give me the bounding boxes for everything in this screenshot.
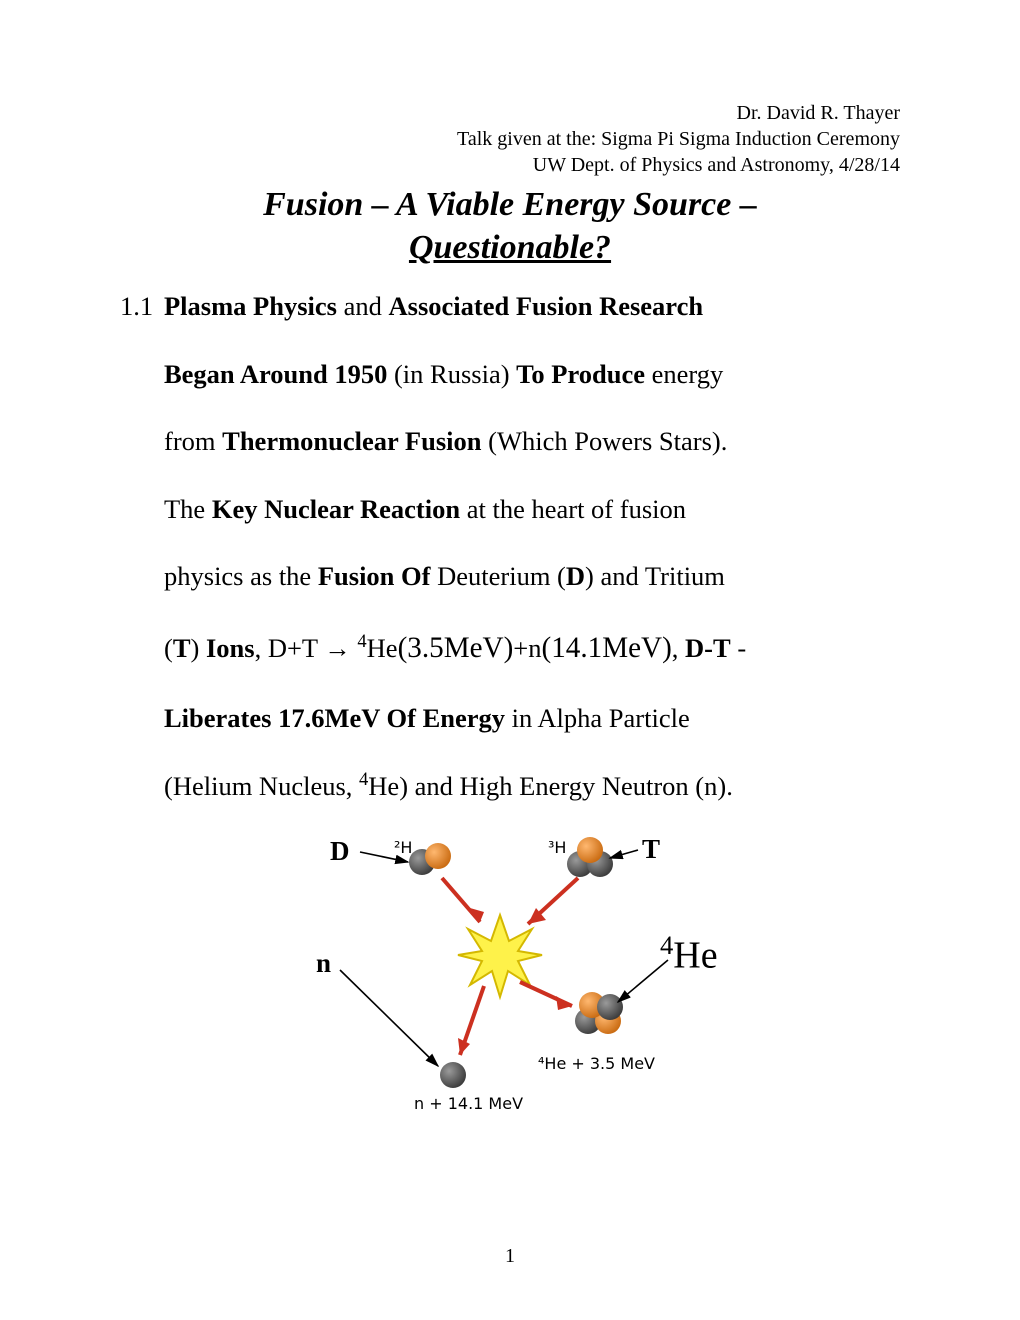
t-began: Began Around 1950 (164, 359, 387, 389)
t-dash: - (731, 633, 746, 663)
eq-plus: +n (513, 633, 541, 663)
eq-lhs: D+T (268, 633, 318, 663)
t-rparen: ) (191, 633, 206, 663)
t-neutron: ) and High Energy Neutron (n). (399, 771, 733, 801)
eq-arrow: → (318, 633, 358, 663)
t-produce: To Produce (516, 359, 645, 389)
he4-sup: 4 (359, 769, 368, 790)
diagram-container: D T n 4He ²H ³H ⁴He + 3.5 MeV n + 14.1 M… (120, 830, 900, 1130)
section-number: 1.1 (120, 273, 164, 341)
label-2H: ²H (394, 838, 412, 857)
tritium-nucleus (567, 837, 613, 877)
page: Dr. David R. Thayer Talk given at the: S… (0, 0, 1020, 1320)
t-D: D (566, 561, 585, 591)
helium4-nucleus (575, 992, 623, 1034)
t-heart: at the heart of fusion (460, 494, 686, 524)
diagram-svg (290, 830, 730, 1130)
equation: D+T → 4He(3.5MeV)+n(14.1MeV) (268, 633, 672, 663)
label-n-result: n + 14.1 MeV (414, 1094, 523, 1113)
section-body: 1.1Plasma Physics and Associated Fusion … (120, 273, 900, 820)
document-title: Fusion – A Viable Energy Source – Questi… (120, 184, 900, 269)
t-DT: D-T (685, 633, 731, 663)
t-physics: physics as the (164, 561, 318, 591)
t-fusionof: Fusion Of (318, 561, 431, 591)
title-line2: Questionable? (120, 227, 900, 270)
t-energy: energy (645, 359, 723, 389)
t-trit: ) and Tritium (585, 561, 725, 591)
label-He4-sup: 4 (660, 930, 673, 960)
t-key: Key Nuclear Reaction (212, 494, 460, 524)
eq-p1: (3.5MeV) (398, 632, 514, 664)
t-ions: Ions (206, 633, 255, 663)
t-thermo: Thermonuclear Fusion (222, 426, 481, 456)
neutron-particle (440, 1062, 466, 1088)
t-and: and (337, 291, 389, 321)
t-stars: (Which Powers Stars). (482, 426, 728, 456)
t-plasma: Plasma Physics (164, 291, 337, 321)
eq-he: He (367, 633, 398, 663)
t-from: from (164, 426, 222, 456)
t-comma2: , (672, 633, 685, 663)
t-deut: Deuterium ( (430, 561, 565, 591)
t-comma: , (255, 633, 268, 663)
header-dept-date: UW Dept. of Physics and Astronomy, 4/28/… (120, 152, 900, 178)
fusion-diagram: D T n 4He ²H ³H ⁴He + 3.5 MeV n + 14.1 M… (290, 830, 730, 1130)
header-event: Talk given at the: Sigma Pi Sigma Induct… (120, 126, 900, 152)
label-T: T (642, 834, 660, 865)
label-n: n (316, 948, 331, 979)
header-author: Dr. David R. Thayer (120, 100, 900, 126)
t-helium: (Helium Nucleus, (164, 771, 359, 801)
label-He4: 4He (660, 930, 718, 978)
deuterium-nucleus (409, 843, 451, 875)
title-line1: Fusion – A Viable Energy Source – (120, 184, 900, 227)
eq-p2: (14.1MeV) (542, 632, 672, 664)
eq-he-sup: 4 (357, 631, 366, 652)
document-header: Dr. David R. Thayer Talk given at the: S… (120, 100, 900, 178)
t-lparen: ( (164, 633, 173, 663)
t-the: The (164, 494, 212, 524)
label-3H: ³H (548, 838, 566, 857)
t-russia: (in Russia) (387, 359, 516, 389)
t-T: T (173, 633, 191, 663)
t-liberates: Liberates 17.6MeV Of Energy (164, 703, 505, 733)
t-associated: Associated Fusion Research (389, 291, 704, 321)
arrow-n (340, 970, 438, 1066)
label-D: D (330, 836, 350, 867)
t-alpha: in Alpha Particle (505, 703, 690, 733)
arrow-T (610, 850, 638, 858)
label-he-result: ⁴He + 3.5 MeV (538, 1054, 655, 1073)
he4: He (368, 771, 399, 801)
page-number: 1 (0, 1245, 1020, 1268)
